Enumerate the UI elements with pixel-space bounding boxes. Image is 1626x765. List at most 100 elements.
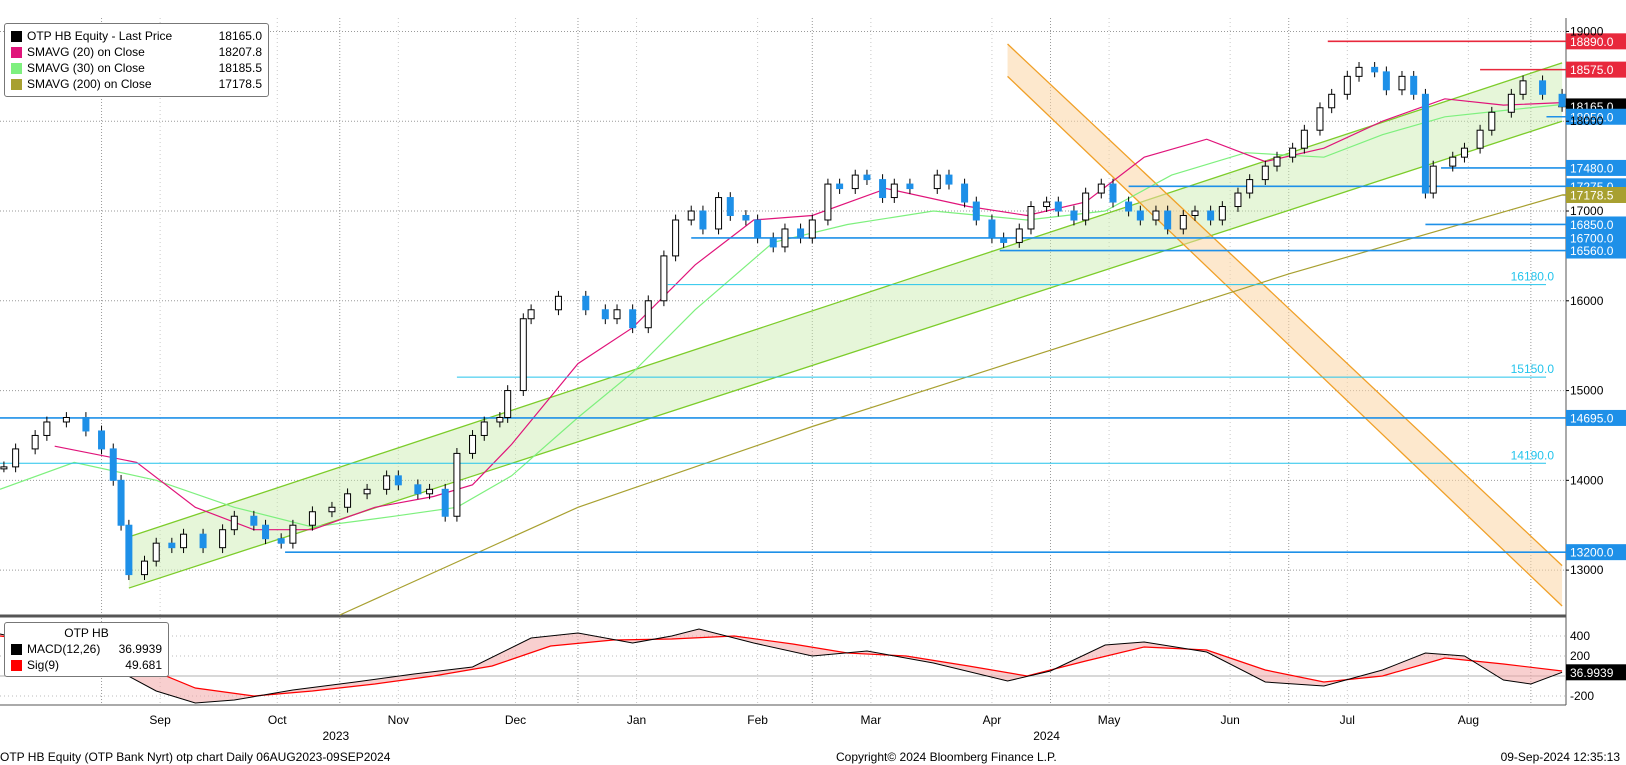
candle-body	[1043, 201, 1051, 208]
downtrend-upper-line	[1007, 43, 1563, 567]
x-month-label: Mar	[861, 713, 882, 727]
legend-value: 18207.8	[218, 45, 262, 59]
macd-title: OTP HB	[64, 626, 109, 640]
candle-body	[441, 488, 449, 517]
x-month-label: Dec	[505, 713, 526, 727]
candle-body	[672, 219, 680, 257]
y-tick-label: 17000	[1570, 204, 1604, 218]
macd-line	[0, 628, 1563, 704]
legend-row-signal: Sig(9) 49.681	[11, 657, 162, 673]
candle-body	[219, 529, 227, 549]
macd-value-label: 36.9939	[1570, 666, 1614, 680]
candle-body	[629, 309, 637, 329]
signal-swatch	[11, 659, 22, 671]
candle-body	[879, 179, 887, 199]
x-month-label: Nov	[388, 713, 409, 727]
x-year-label: 2023	[322, 729, 349, 743]
price-swatch	[11, 30, 22, 42]
candle-body	[1218, 206, 1226, 221]
x-month-label: Feb	[747, 713, 768, 727]
candle-body	[824, 183, 832, 221]
macd-fill	[0, 629, 1563, 703]
sma200-line	[339, 194, 1563, 616]
level-label: 17178.5	[1570, 188, 1614, 202]
uptrend-channel-fill	[128, 62, 1563, 589]
candle-body	[1300, 129, 1308, 149]
candle-body	[1109, 183, 1117, 203]
candle-body	[98, 430, 106, 450]
legend-row-sma20: SMAVG (20) on Close 18207.8	[11, 44, 262, 60]
macd-tick-label: -200	[1570, 689, 1594, 703]
sma200-swatch	[11, 78, 22, 90]
horizontal-levels: 18890.018575.018165.018050.017480.017275…	[0, 33, 1626, 561]
candle-body	[781, 228, 789, 248]
candle-body	[125, 524, 133, 576]
candle-body	[933, 174, 941, 190]
footer-timestamp: 09-Sep-2024 12:35:13	[1500, 750, 1620, 764]
candle-body	[644, 300, 652, 329]
candle-body	[1343, 75, 1351, 95]
level-label: 14190.0	[1511, 448, 1555, 462]
candle-body	[1382, 71, 1390, 91]
candle-body	[152, 542, 160, 562]
legend-label: Sig(9)	[27, 658, 60, 672]
level-box	[1566, 544, 1626, 561]
macd-legend-title: OTP HB	[11, 625, 162, 641]
x-month-label: May	[1098, 713, 1121, 727]
y-tick-label: 16000	[1570, 294, 1604, 308]
candles	[0, 61, 1566, 580]
candle-body	[1234, 192, 1242, 208]
candle-body	[1476, 129, 1484, 149]
candle-body	[250, 515, 258, 526]
candle-body	[1000, 237, 1008, 243]
candle-body	[1207, 210, 1215, 221]
candle-body	[43, 421, 51, 436]
x-month-label: Aug	[1458, 713, 1479, 727]
candle-body	[988, 219, 996, 239]
candle-body	[1027, 206, 1035, 230]
x-month-label: Jun	[1220, 713, 1239, 727]
signal-line	[0, 635, 1563, 697]
y-tick-label: 18000	[1570, 114, 1604, 128]
candle-body	[808, 219, 816, 239]
x-month-label: Jul	[1340, 713, 1355, 727]
candle-body	[1261, 165, 1269, 181]
legend-value: 49.681	[125, 658, 162, 672]
candle-body	[1164, 210, 1172, 230]
macd-value-box	[1566, 664, 1626, 681]
candle-body	[426, 488, 434, 495]
candle-body	[660, 255, 668, 302]
legend-value: 36.9939	[118, 642, 162, 656]
legend-row-sma30: SMAVG (30) on Close 18185.5	[11, 60, 262, 76]
x-year-label: 2024	[1033, 729, 1060, 743]
candle-body	[1070, 210, 1078, 221]
candle-body	[797, 228, 805, 239]
footer-description: OTP HB Equity (OTP Bank Nyrt) otp chart …	[0, 750, 391, 764]
candle-body	[117, 479, 125, 526]
candle-body	[554, 295, 562, 311]
candle-body	[109, 448, 117, 481]
candle-body	[1082, 192, 1090, 221]
candle-body	[1191, 210, 1199, 217]
candle-body	[1054, 201, 1062, 212]
legend-row-sma200: SMAVG (200) on Close 17178.5	[11, 76, 262, 92]
candle-body	[0, 466, 8, 470]
downtrend-lower-line	[1007, 75, 1563, 607]
candle-body	[613, 309, 621, 320]
candle-body	[496, 416, 504, 423]
legend-row-macd: MACD(12,26) 36.9939	[11, 641, 162, 657]
price-axis: 13000 14000 15000 16000 17000 18000 19000	[1566, 24, 1604, 577]
trend-channels	[128, 43, 1563, 607]
y-tick-label: 15000	[1570, 384, 1604, 398]
level-label: 16560.0	[1570, 244, 1614, 258]
level-label: 13200.0	[1570, 546, 1614, 560]
candle-body	[1519, 80, 1527, 95]
candle-body	[1097, 183, 1105, 194]
sma30-swatch	[11, 62, 22, 74]
candle-body	[1421, 93, 1429, 194]
candle-body	[480, 421, 488, 436]
x-month-label: Oct	[268, 713, 287, 727]
candle-body	[1429, 165, 1437, 194]
time-axis: Sep Oct Nov Dec Jan Feb Mar Apr May Jun Jul Aug 2023…	[149, 713, 1479, 743]
